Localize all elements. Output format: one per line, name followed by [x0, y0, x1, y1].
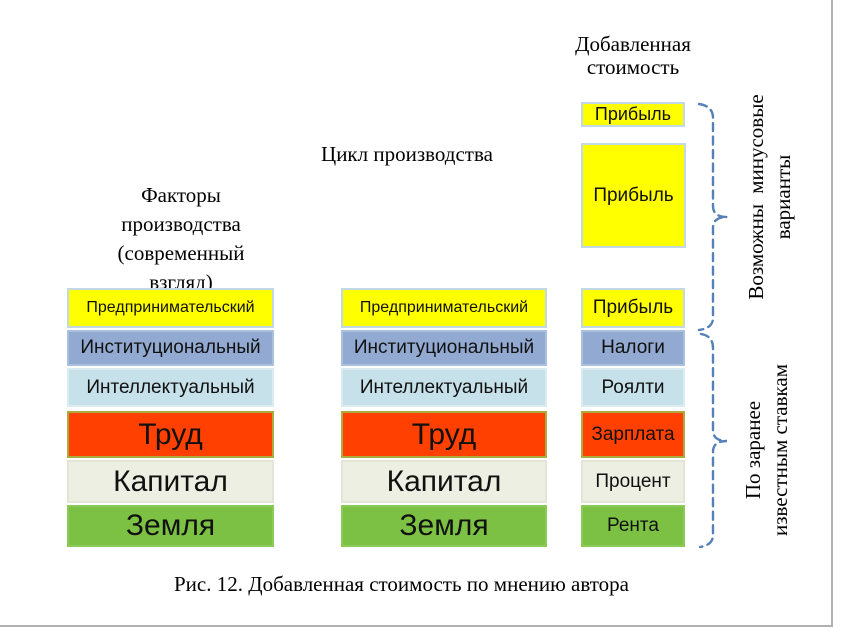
cycle-label: Институциональный	[353, 337, 535, 358]
annotation-line: варианты	[771, 154, 795, 240]
added-value-title: Добавленная стоимость	[553, 33, 713, 79]
profit-box-large-label: Прибыль	[593, 184, 674, 206]
title-line: (современный	[117, 241, 245, 265]
income-label: Процент	[595, 470, 671, 492]
cycle-box-institutional: Институциональный	[341, 330, 547, 366]
cycle-label: Капитал	[386, 464, 502, 498]
cycle-label: Предпринимательский	[359, 299, 529, 316]
dashed-brace-bottom	[698, 332, 728, 549]
title-line: производства	[121, 212, 241, 236]
annotation-line: По заранее	[741, 400, 765, 500]
figure-caption: Рис. 12. Добавленная стоимость по мнению…	[174, 572, 629, 596]
factor-label: Земля	[125, 509, 216, 542]
cycle-box-labor: Труд	[341, 411, 547, 458]
profit-box-small: Прибыль	[581, 102, 685, 127]
income-box-interest: Процент	[581, 460, 685, 503]
title-line: стоимость	[586, 55, 680, 79]
cycle-box-intellectual: Интеллектуальный	[341, 368, 547, 407]
factor-box-land: Земля	[67, 505, 274, 547]
title-line: Добавленная	[575, 32, 691, 56]
factors-of-production-title: Факторы производства (современный взгляд…	[61, 181, 301, 297]
annotation-line: Возможны минусовые	[744, 94, 768, 300]
cycle-box-entrepreneurial: Предпринимательский	[341, 288, 547, 328]
annotation-line: известным ставкам	[768, 363, 792, 537]
profit-box-large: Прибыль	[581, 143, 686, 248]
income-label: Роялти	[601, 376, 665, 398]
income-label: Налоги	[601, 337, 665, 358]
cycle-label: Интеллектуальный	[359, 376, 529, 398]
factor-label: Труд	[138, 417, 203, 451]
factor-box-intellectual: Интеллектуальный	[67, 368, 274, 407]
factor-label: Интеллектуальный	[86, 376, 255, 398]
cycle-label: Земля	[399, 509, 489, 542]
income-label: Зарплата	[591, 423, 675, 445]
annotation-known-rates: По заранее известным ставкам	[740, 325, 794, 575]
income-box-profit: Прибыль	[581, 288, 685, 328]
annotation-possible-negative-variants: Возможны минусовые варианты	[743, 72, 797, 322]
factor-label: Предпринимательский	[86, 299, 255, 316]
factor-label: Институциональный	[80, 337, 261, 358]
income-label: Прибыль	[592, 297, 674, 318]
title-line: Факторы	[141, 183, 221, 207]
income-box-salary: Зарплата	[581, 411, 685, 458]
cycle-box-land: Земля	[341, 505, 547, 547]
profit-box-small-label: Прибыль	[594, 104, 672, 124]
factor-box-labor: Труд	[67, 411, 274, 458]
production-cycle-title: Цикл производства	[307, 140, 507, 169]
dashed-brace-top	[697, 102, 728, 332]
cycle-box-capital: Капитал	[341, 460, 547, 503]
factor-box-institutional: Институциональный	[67, 330, 274, 366]
income-box-rent: Рента	[581, 505, 685, 547]
income-box-royalty: Роялти	[581, 368, 685, 407]
income-box-taxes: Налоги	[581, 330, 685, 366]
income-label: Рента	[607, 515, 659, 536]
cycle-label: Труд	[411, 417, 477, 451]
factor-box-entrepreneurial: Предпринимательский	[67, 288, 274, 328]
factor-box-capital: Капитал	[67, 460, 274, 503]
title-line: Цикл производства	[321, 142, 493, 166]
factor-label: Капитал	[113, 464, 228, 498]
